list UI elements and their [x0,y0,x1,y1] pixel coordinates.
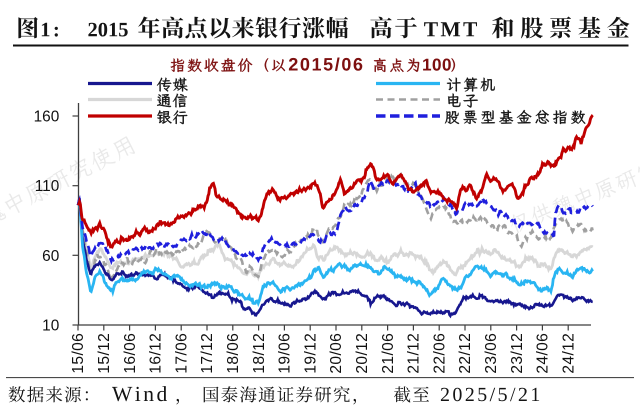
svg-text:21/12: 21/12 [406,333,423,374]
svg-text:24/12: 24/12 [560,333,577,374]
svg-text:17/12: 17/12 [199,333,216,374]
svg-text:15/12: 15/12 [96,333,113,374]
svg-text:110: 110 [35,178,60,195]
svg-text:19/12: 19/12 [302,333,319,374]
svg-text:20/12: 20/12 [354,333,371,374]
svg-text:16/06: 16/06 [122,333,139,374]
svg-text:17/06: 17/06 [173,333,190,374]
svg-text:15/06: 15/06 [70,333,87,374]
svg-text:24/06: 24/06 [535,333,552,374]
svg-text:18/06: 18/06 [225,333,242,374]
svg-text:19/06: 19/06 [277,333,294,374]
svg-text:160: 160 [34,109,60,126]
svg-text:10: 10 [42,318,59,335]
svg-text:21/06: 21/06 [380,333,397,374]
svg-text:23/12: 23/12 [509,333,526,374]
svg-text:16/12: 16/12 [148,333,165,374]
svg-text:22/06: 22/06 [431,333,448,374]
svg-text:22/12: 22/12 [457,333,474,374]
svg-text:20/06: 20/06 [328,333,345,374]
svg-text:23/06: 23/06 [483,333,500,374]
svg-text:18/12: 18/12 [251,333,268,374]
svg-text:60: 60 [42,248,59,265]
